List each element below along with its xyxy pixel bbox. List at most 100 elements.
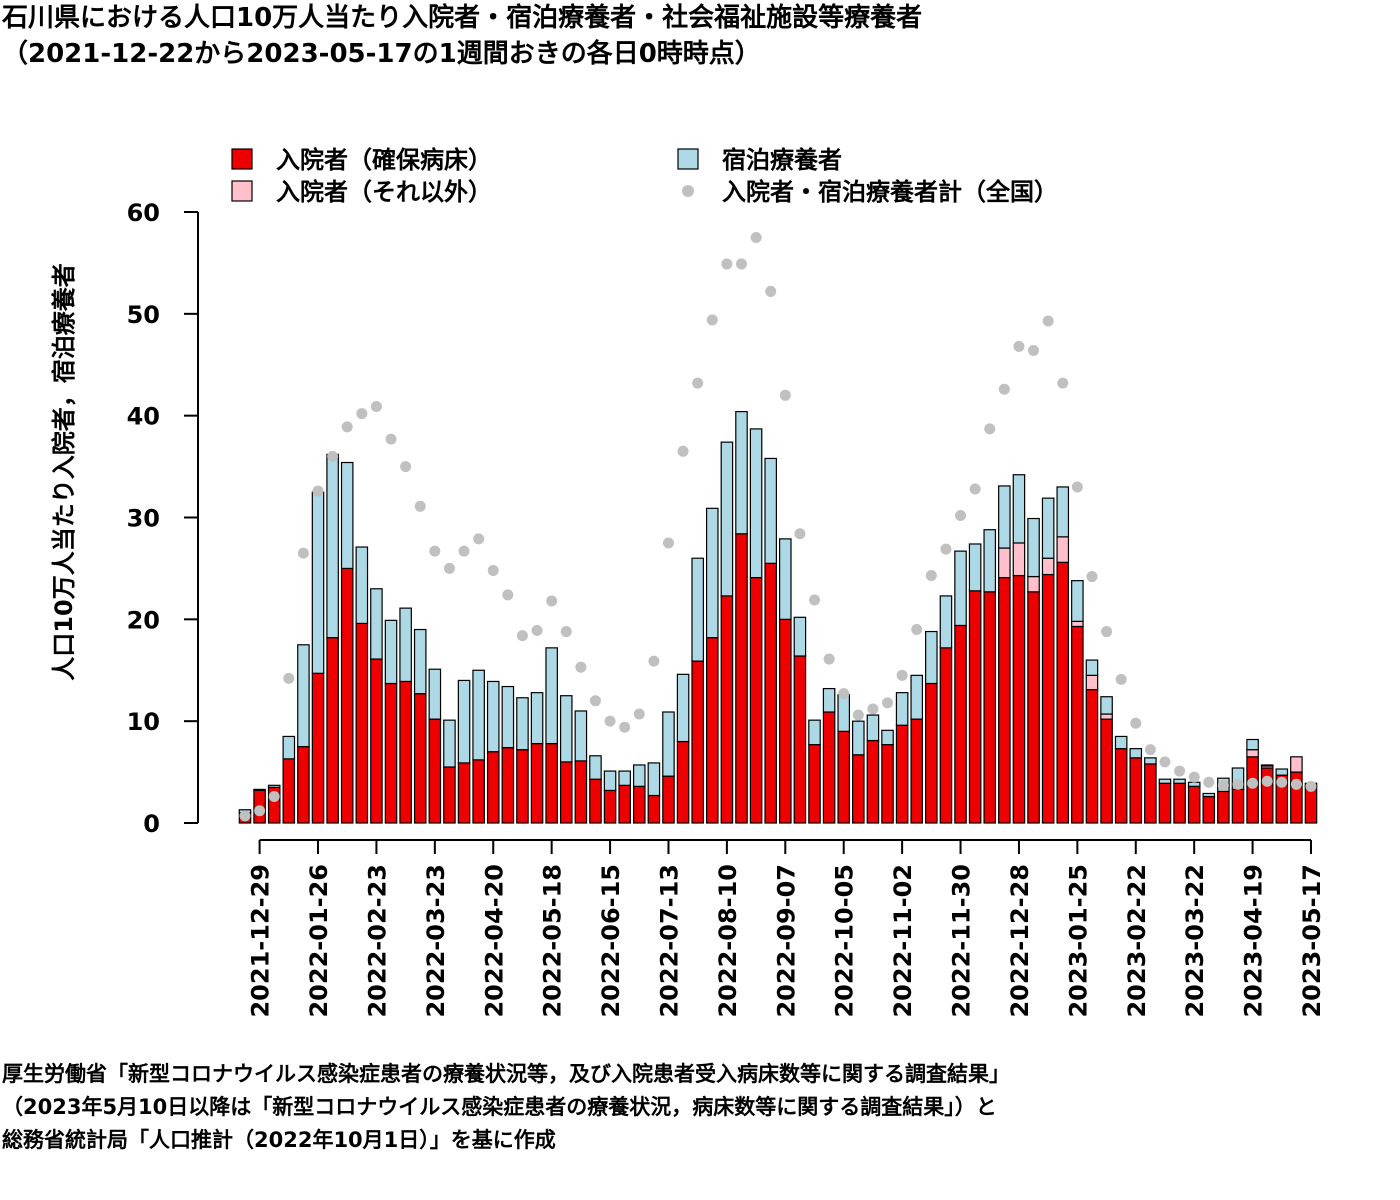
bar-s2-2022-03-09 [399,607,412,683]
bar-s0-2022-03-16 [413,693,427,824]
point-national-2023-04-05 [1217,779,1229,791]
bar-s0-2022-08-24 [749,576,763,824]
bar-s0-2022-07-13 [662,775,675,824]
bar-s0-2023-02-15 [1114,748,1128,824]
point-national-2022-01-19 [297,547,309,559]
bar-s0-2022-05-04 [516,749,529,824]
bar-s0-2022-09-14 [793,655,807,824]
point-national-2022-03-30 [443,562,455,574]
bar-s1-2023-02-01 [1085,674,1099,691]
point-national-2022-06-29 [633,708,645,720]
point-national-2023-01-04 [1028,344,1040,356]
bar-s0-2022-06-22 [618,784,631,824]
point-national-2023-04-19 [1247,777,1259,789]
bar-s2-2022-12-28 [1012,474,1026,544]
y-tick-label-20: 20 [127,606,160,634]
bars [238,410,1318,824]
bar-s0-2022-11-16 [925,682,938,824]
legend-swatch-s0 [231,148,253,170]
bar-s2-2022-04-27 [501,685,515,749]
point-national-2022-11-23 [940,543,952,555]
bar-s0-2022-07-20 [676,740,690,824]
point-national-2023-05-03 [1276,776,1288,788]
bar-s0-2023-02-22 [1129,757,1143,824]
bar-s2-2023-03-15 [1173,778,1186,784]
bar-s0-2022-10-19 [866,739,880,824]
bar-s0-2022-06-08 [589,778,602,824]
bar-s2-2022-06-15 [603,770,617,792]
bar-s0-2023-01-25 [1071,625,1084,824]
point-national-2022-03-16 [414,500,426,512]
bar-s1-2023-02-08 [1100,713,1113,720]
bar-s2-2023-01-18 [1056,486,1070,538]
bar-s2-2022-01-26 [311,491,325,674]
point-national-2023-02-15 [1115,673,1127,685]
bar-s0-2022-05-11 [530,742,544,824]
bar-s1-2023-04-19 [1246,749,1259,758]
point-national-2022-05-11 [531,625,543,637]
point-national-2023-03-29 [1203,776,1215,788]
point-national-2022-11-16 [925,570,937,582]
bar-s0-2022-07-06 [647,794,661,824]
bar-s2-2023-03-08 [1158,778,1172,784]
bar-s2-2023-01-11 [1041,497,1055,559]
point-national-2022-11-30 [955,509,967,521]
x-tick-label-2023-01-25: 2023-01-25 [1064,864,1092,1018]
bar-s0-2022-08-10 [720,595,734,824]
point-national-2022-10-12 [852,709,864,721]
source-note-line-2: （2023年5月10日以降は「新型コロナウイルス感染症患者の療養状況，病床数等に… [2,1095,997,1119]
point-national-2022-12-21 [998,383,1010,395]
bar-s0-2022-10-05 [837,730,851,824]
point-national-2023-02-08 [1101,626,1113,638]
bar-s2-2022-12-07 [968,543,982,592]
bar-s2-2022-09-28 [822,687,836,713]
x-tick-label-2022-08-10: 2022-08-10 [714,864,742,1018]
legend-swatch-s1 [231,180,253,202]
point-national-2022-12-28 [1013,340,1025,352]
point-national-2023-01-11 [1042,315,1054,327]
bar-s0-2022-06-15 [603,789,617,824]
bar-s2-2022-12-21 [998,485,1011,549]
bar-s2-2022-03-23 [428,668,442,720]
bar-s2-2023-02-22 [1129,748,1143,759]
legend-label-s3: 入院者・宿泊療養者計（全国） [722,178,1058,206]
point-national-2022-11-02 [896,669,908,681]
x-tick-label-2021-12-29: 2021-12-29 [247,864,275,1018]
bar-s2-2022-01-05 [267,784,281,788]
x-tick-label-2023-04-19: 2023-04-19 [1240,864,1268,1018]
bar-s0-2023-03-15 [1173,782,1186,824]
bar-s2-2022-05-04 [516,697,529,751]
bar-s1-2022-12-28 [1012,542,1026,577]
bar-s2-2023-01-04 [1027,517,1040,578]
legend-marker-s3 [682,185,694,197]
x-tick-label-2022-04-20: 2022-04-20 [480,864,508,1018]
bar-s0-2022-11-02 [895,724,909,824]
bar-s0-2022-01-19 [297,746,310,824]
x-tick-label-2022-07-13: 2022-07-13 [655,864,683,1018]
bar-s2-2022-07-20 [676,673,690,743]
bar-s2-2023-02-01 [1085,659,1099,676]
x-tick-label-2022-10-05: 2022-10-05 [831,864,859,1018]
bar-s0-2023-02-01 [1085,688,1099,824]
point-national-2022-05-04 [516,630,528,642]
bar-s2-2022-01-19 [297,644,310,748]
y-tick-label-30: 30 [127,505,160,533]
chart-title-line-2: （2021-12-22から2023-05-17の1週間おきの各日0時時点） [2,39,761,69]
x-tick-label-2022-02-23: 2022-02-23 [363,864,391,1018]
point-national-2023-03-01 [1144,744,1156,756]
point-national-2022-07-13 [662,537,674,549]
chart-title-line-1: 石川県における人口10万人当たり入院者・宿泊療養者・社会福祉施設等療養者 [2,3,923,33]
bar-s0-2022-10-12 [852,754,865,824]
point-national-2023-02-22 [1130,717,1142,729]
bar-s2-2022-10-05 [837,694,851,732]
bar-s2-2022-07-27 [691,557,704,662]
point-national-2022-08-10 [721,258,733,270]
bar-s0-2022-02-16 [355,622,369,824]
point-national-2022-04-13 [473,533,485,545]
bar-s0-2022-04-20 [486,751,500,824]
point-national-2023-04-12 [1232,778,1244,790]
point-national-2022-07-06 [648,655,660,667]
bar-s2-2022-02-16 [355,546,369,625]
point-national-2022-01-12 [283,672,295,684]
